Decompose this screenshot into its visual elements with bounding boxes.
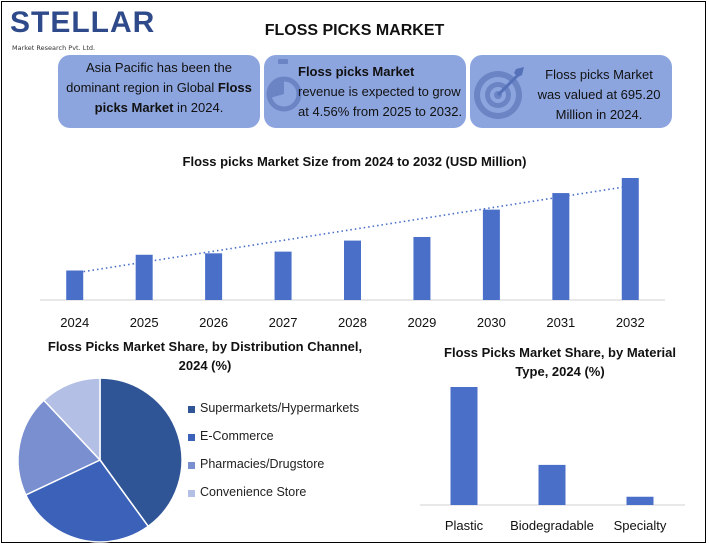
insight-card-value: Floss picks Market was valued at 695.20 … xyxy=(470,55,672,128)
bar-plastic xyxy=(450,387,478,505)
x-tick-label: 2025 xyxy=(130,315,159,330)
pie-slice-convenience-store xyxy=(42,377,101,462)
insight-card-text: Floss picks Market revenue is expected t… xyxy=(298,62,463,122)
x-tick-label: 2030 xyxy=(477,315,506,330)
target-icon xyxy=(474,67,524,119)
legend-label: Pharmacies/Drugstore xyxy=(200,457,325,471)
bar-2029 xyxy=(413,236,431,300)
bar-2030 xyxy=(482,209,500,300)
bar-2025 xyxy=(135,254,153,300)
insight-card-text: Asia Pacific has been the dominant regio… xyxy=(58,58,260,118)
bar-2032 xyxy=(621,178,639,300)
card-text-run: revenue is expected to grow at 4.56% fro… xyxy=(298,84,463,119)
pie-slice-supermarkets-hypermarkets xyxy=(99,377,183,528)
insight-card-growth: Floss picks Market revenue is expected t… xyxy=(264,55,466,128)
x-tick-label: 2026 xyxy=(199,315,228,330)
x-tick-label: 2029 xyxy=(407,315,436,330)
legend-swatch xyxy=(188,462,195,469)
x-tick-label: 2032 xyxy=(616,315,645,330)
pie-slice-e-commerce xyxy=(24,459,150,543)
card-text-run: Floss picks Market xyxy=(298,64,415,79)
bar-2027 xyxy=(274,251,292,300)
legend-label: Convenience Store xyxy=(200,485,307,499)
x-tick-label: Biodegradable xyxy=(510,518,594,533)
x-tick-label: Plastic xyxy=(445,518,484,533)
market-size-chart-title: Floss picks Market Size from 2024 to 203… xyxy=(182,154,527,169)
legend-swatch xyxy=(188,434,195,441)
bar-biodegradable xyxy=(538,464,566,505)
card-text-run: Floss picks Market xyxy=(94,80,252,115)
legend-label: Supermarkets/Hypermarkets xyxy=(200,401,360,415)
x-tick-label: 2031 xyxy=(546,315,575,330)
bar-2024 xyxy=(66,270,84,300)
bar-specialty xyxy=(626,496,654,505)
legend-swatch xyxy=(188,406,195,413)
x-tick-label: 2024 xyxy=(60,315,89,330)
card-text-run: Asia Pacific has been the dominant regio… xyxy=(66,60,232,95)
legend-swatch xyxy=(188,490,195,497)
page-title: FLOSS PICKS MARKET xyxy=(264,22,445,39)
x-tick-label: 2027 xyxy=(269,315,298,330)
stopwatch-icon xyxy=(266,59,302,112)
material-chart-title: Floss Picks Market Share, by Material Ty… xyxy=(444,345,676,379)
legend-label: E-Commerce xyxy=(200,429,274,443)
card-text-run: Floss picks Market was valued at 695.20 … xyxy=(537,67,661,122)
logo-word: STELLAR xyxy=(10,6,156,39)
card-text-run: in 2024. xyxy=(173,100,224,115)
insight-card-text: Floss picks Market was valued at 695.20 … xyxy=(534,65,664,125)
stellar-logo: STELLAR Market Research Pvt. Ltd. xyxy=(10,6,154,56)
insight-card-region: Asia Pacific has been the dominant regio… xyxy=(58,55,260,128)
x-tick-label: Specialty xyxy=(614,518,667,533)
trend-line xyxy=(74,185,631,274)
logo-subtitle: Market Research Pvt. Ltd. xyxy=(12,44,96,52)
bar-2031 xyxy=(552,193,570,300)
bar-2028 xyxy=(344,240,361,300)
x-tick-label: 2028 xyxy=(338,315,367,330)
pie-slice-pharmacies-drugstore xyxy=(17,399,102,496)
distribution-chart-title: Floss Picks Market Share, by Distributio… xyxy=(47,339,363,373)
bar-2026 xyxy=(205,253,223,300)
